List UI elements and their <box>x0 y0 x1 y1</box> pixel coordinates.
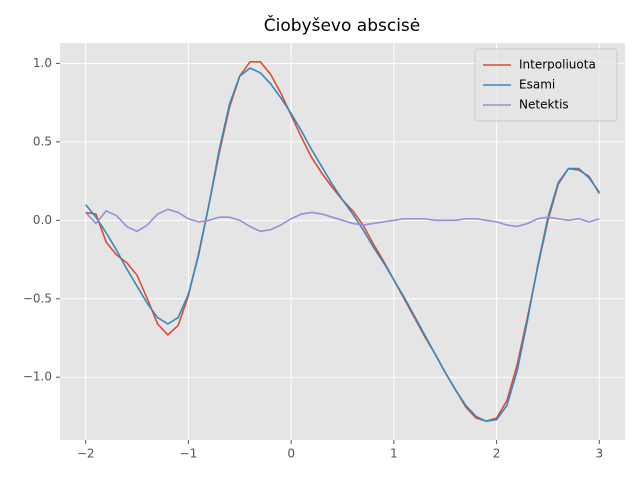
line-series <box>85 208 600 233</box>
y-tick-label: 0.0 <box>33 213 52 227</box>
x-tick-label: −2 <box>77 447 95 461</box>
legend-label: Interpoliuota <box>519 58 596 72</box>
line-series <box>85 67 600 422</box>
y-tick-label: −0.5 <box>23 291 52 305</box>
y-tick-label: 1.0 <box>33 56 52 70</box>
legend-label: Esami <box>519 78 555 92</box>
y-tick-label: −1.0 <box>23 370 52 384</box>
legend-box <box>474 48 618 122</box>
legend-label: Netektis <box>519 98 569 112</box>
x-tick-label: 3 <box>595 447 603 461</box>
x-tick-label: 0 <box>287 447 295 461</box>
y-tick-label: 0.5 <box>33 134 52 148</box>
x-tick-label: 2 <box>493 447 501 461</box>
x-tick-label: −1 <box>180 447 198 461</box>
chart-title: Čiobyševo abscisė <box>264 14 420 36</box>
x-tick-label: 1 <box>390 447 398 461</box>
